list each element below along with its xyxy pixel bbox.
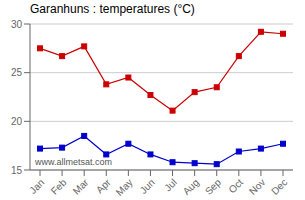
html-text:Garanhuns : temperatures (°C): Garanhuns : temperatures (°C)	[30, 2, 195, 16]
html-text:www.allmetsat.com: www.allmetsat.com	[35, 157, 112, 167]
svg-text:Aug: Aug	[181, 177, 201, 197]
svg-text:Sep: Sep	[203, 176, 224, 197]
svg-text:30: 30	[11, 19, 23, 30]
svg-text:Apr: Apr	[94, 176, 113, 195]
svg-text:Oct: Oct	[226, 177, 245, 196]
svg-text:Jul: Jul	[162, 177, 179, 194]
svg-text:15: 15	[11, 165, 23, 176]
svg-text:May: May	[114, 177, 135, 198]
svg-text:Mar: Mar	[71, 176, 91, 196]
svg-text:Jun: Jun	[138, 177, 157, 196]
svg-text:Jan: Jan	[27, 177, 46, 196]
svg-text:25: 25	[11, 67, 23, 78]
svg-text:Dec: Dec	[269, 177, 289, 197]
svg-text:Feb: Feb	[49, 176, 69, 196]
svg-text:20: 20	[11, 116, 23, 127]
svg-text:Nov: Nov	[247, 177, 267, 197]
